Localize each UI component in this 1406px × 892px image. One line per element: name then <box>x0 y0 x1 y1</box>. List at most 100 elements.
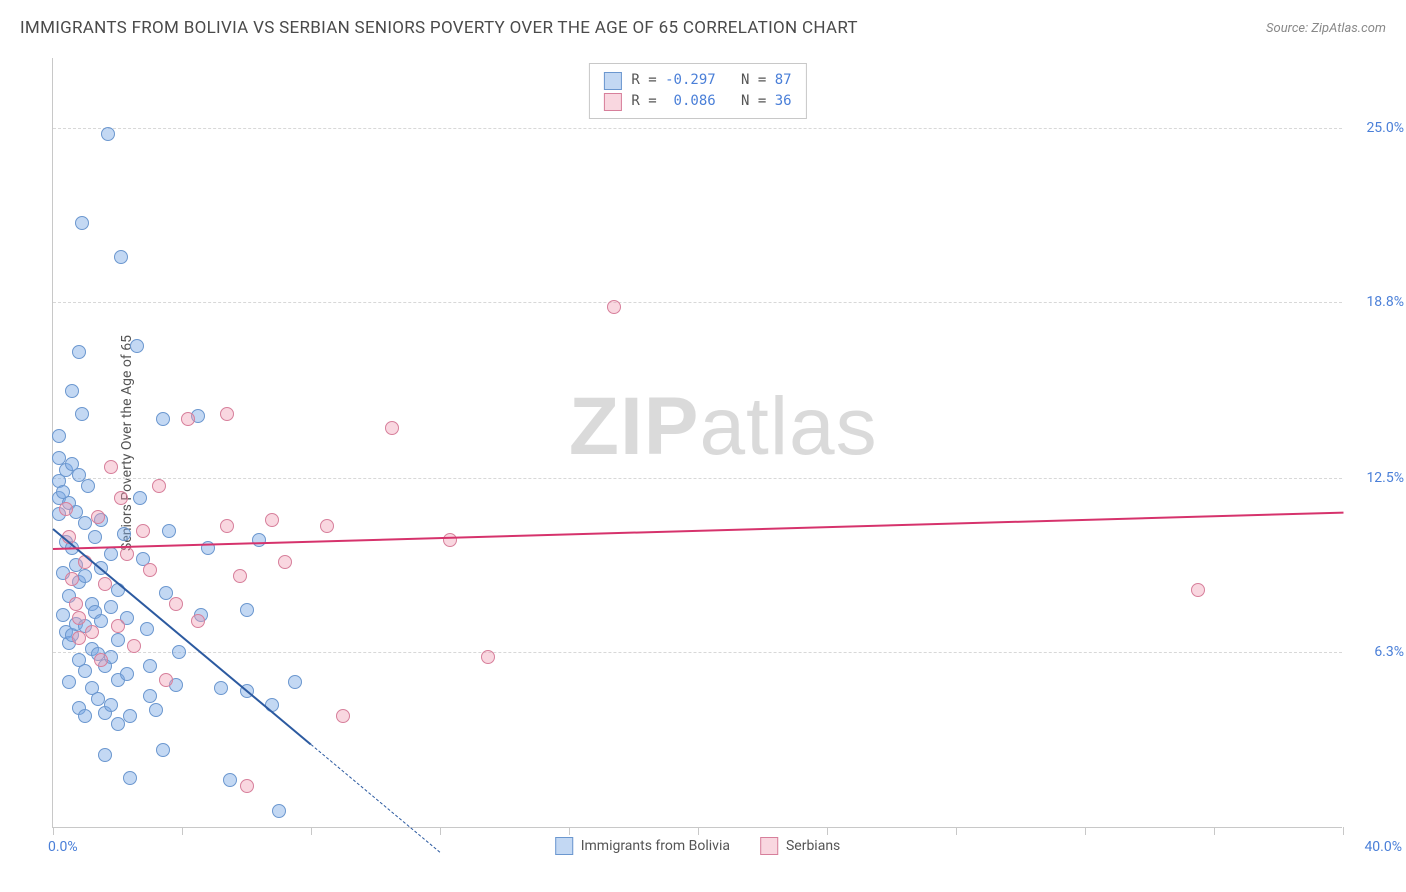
y-gridline <box>53 302 1342 303</box>
legend-swatch <box>603 72 621 90</box>
scatter-point <box>443 533 457 547</box>
scatter-point <box>240 603 254 617</box>
scatter-point <box>278 555 292 569</box>
y-tick-label: 6.3% <box>1349 644 1404 660</box>
scatter-point <box>88 530 102 544</box>
y-tick-label: 25.0% <box>1349 120 1404 136</box>
scatter-point <box>220 519 234 533</box>
scatter-point <box>149 703 163 717</box>
scatter-point <box>223 773 237 787</box>
x-axis-min-label: 0.0% <box>48 839 78 855</box>
scatter-point <box>78 709 92 723</box>
x-tick <box>1085 827 1086 835</box>
scatter-point <box>78 516 92 530</box>
scatter-point <box>233 569 247 583</box>
scatter-point <box>607 300 621 314</box>
scatter-point <box>111 619 125 633</box>
scatter-point <box>140 622 154 636</box>
scatter-point <box>214 681 228 695</box>
scatter-point <box>72 611 86 625</box>
scatter-point <box>111 717 125 731</box>
stats-legend-box: R = -0.297 N = 87R = 0.086 N = 36 <box>588 63 806 119</box>
scatter-point <box>65 572 79 586</box>
scatter-point <box>288 675 302 689</box>
legend-swatch <box>603 93 621 111</box>
scatter-point <box>104 600 118 614</box>
scatter-point <box>123 709 137 723</box>
scatter-point <box>130 339 144 353</box>
stats-row: R = -0.297 N = 87 <box>603 70 791 91</box>
scatter-point <box>127 639 141 653</box>
scatter-point <box>91 510 105 524</box>
stats-text: R = -0.297 N = 87 <box>631 70 791 91</box>
legend-item: Immigrants from Bolivia <box>555 837 730 855</box>
scatter-point <box>98 748 112 762</box>
scatter-point <box>172 645 186 659</box>
scatter-point <box>69 597 83 611</box>
scatter-point <box>56 608 70 622</box>
scatter-point <box>265 513 279 527</box>
title-bar: IMMIGRANTS FROM BOLIVIA VS SERBIAN SENIO… <box>20 18 1386 38</box>
scatter-point <box>65 384 79 398</box>
scatter-point <box>120 667 134 681</box>
x-tick <box>1214 827 1215 835</box>
scatter-point <box>133 491 147 505</box>
scatter-point <box>62 675 76 689</box>
legend-swatch <box>760 837 778 855</box>
scatter-point <box>240 779 254 793</box>
scatter-point <box>1191 583 1205 597</box>
scatter-point <box>85 625 99 639</box>
x-tick <box>956 827 957 835</box>
stats-text: R = 0.086 N = 36 <box>631 91 791 112</box>
scatter-point <box>78 664 92 678</box>
stats-row: R = 0.086 N = 36 <box>603 91 791 112</box>
scatter-point <box>252 533 266 547</box>
y-gridline <box>53 478 1342 479</box>
x-tick <box>53 827 54 835</box>
legend-item: Serbians <box>760 837 840 855</box>
scatter-point <box>104 698 118 712</box>
trend-line <box>53 512 1343 550</box>
x-tick <box>827 827 828 835</box>
scatter-point <box>104 547 118 561</box>
x-tick <box>440 827 441 835</box>
x-tick <box>698 827 699 835</box>
scatter-point <box>162 524 176 538</box>
scatter-point <box>91 692 105 706</box>
scatter-point <box>159 673 173 687</box>
source-attribution: Source: ZipAtlas.com <box>1266 21 1386 36</box>
y-tick-label: 12.5% <box>1349 470 1404 486</box>
scatter-point <box>94 653 108 667</box>
scatter-point <box>481 650 495 664</box>
y-gridline <box>53 652 1342 653</box>
scatter-point <box>114 491 128 505</box>
scatter-point <box>52 429 66 443</box>
scatter-point <box>152 479 166 493</box>
scatter-point <box>123 771 137 785</box>
y-gridline <box>53 128 1342 129</box>
scatter-point <box>75 216 89 230</box>
scatter-point <box>81 479 95 493</box>
y-tick-label: 18.8% <box>1349 294 1404 310</box>
scatter-point <box>156 412 170 426</box>
chart-area: ZIPatlas Seniors Poverty Over the Age of… <box>52 58 1342 828</box>
scatter-point <box>136 524 150 538</box>
scatter-point <box>143 659 157 673</box>
x-axis-max-label: 40.0% <box>1364 839 1402 855</box>
x-tick <box>311 827 312 835</box>
scatter-point <box>320 519 334 533</box>
legend-label: Immigrants from Bolivia <box>581 838 730 854</box>
scatter-point <box>272 804 286 818</box>
scatter-point <box>94 614 108 628</box>
scatter-point <box>75 407 89 421</box>
x-tick <box>1343 827 1344 835</box>
scatter-point <box>120 547 134 561</box>
scatter-point <box>385 421 399 435</box>
scatter-point <box>156 743 170 757</box>
x-tick <box>569 827 570 835</box>
scatter-point <box>191 614 205 628</box>
x-tick <box>182 827 183 835</box>
chart-title: IMMIGRANTS FROM BOLIVIA VS SERBIAN SENIO… <box>20 18 858 38</box>
scatter-point <box>220 407 234 421</box>
legend-swatch <box>555 837 573 855</box>
